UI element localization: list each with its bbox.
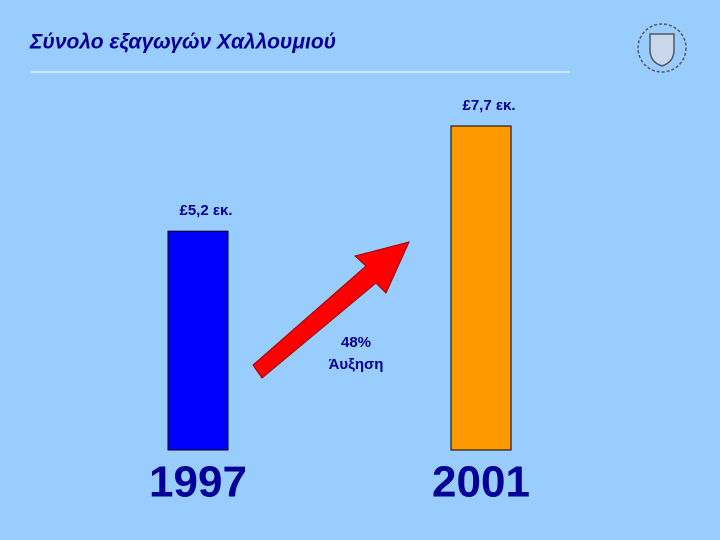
annotation: Άυξηση [329,356,384,373]
slide-title: Σύνολο εξαγωγών Χαλλουμιού [29,31,336,54]
emblem [637,23,687,73]
bar [167,230,229,451]
increase-arrow [252,241,410,379]
annotation: 48% [341,334,371,351]
bar [450,125,512,451]
category-label: 1997 [149,458,247,507]
value-label: £7,7 εκ. [462,97,515,114]
value-label: £5,2 εκ. [179,202,232,219]
category-label: 2001 [432,458,530,507]
